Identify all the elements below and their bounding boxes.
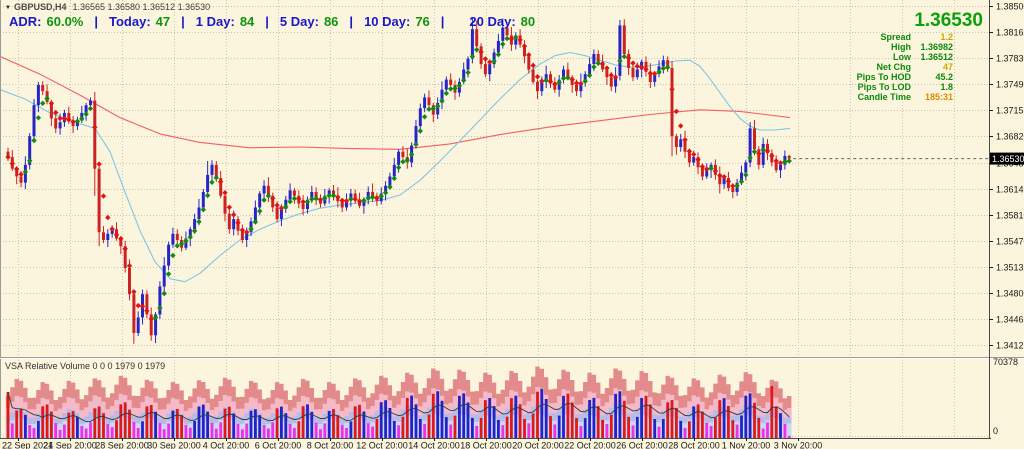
time-axis-label: 26 Oct 20:00 [616, 441, 668, 449]
volume-average-line [7, 391, 790, 423]
price-axis-label: 1.36820 [996, 132, 1024, 142]
time-axis-label: 22 Sep 2021 [2, 441, 53, 449]
price-axis-label: 1.38165 [996, 28, 1024, 38]
price-axis-label: 1.37490 [996, 80, 1024, 90]
quote-row-value: 47 [942, 62, 953, 72]
price-axis-label: 1.34465 [996, 315, 1024, 325]
quote-row-value: 1.8 [940, 82, 953, 92]
adr-item-value: 47 [155, 14, 171, 29]
quote-row-value: 45.2 [935, 72, 953, 82]
current-price-axis-box: 1.36530 [992, 154, 1024, 164]
time-axis-label: 14 Oct 20:00 [408, 441, 460, 449]
current-price-readout: 1.36530 [914, 10, 983, 31]
symbol-dropdown-icon[interactable]: ▼ [5, 5, 11, 11]
ohlc-readout: 1.36565 1.36580 1.36512 1.36530 [72, 2, 211, 12]
time-axis-label: 18 Oct 20:00 [460, 441, 512, 449]
price-axis-label: 1.35470 [996, 237, 1024, 247]
time-axis-label: 22 Oct 20:00 [564, 441, 616, 449]
quote-row-value: 185:31 [924, 92, 953, 102]
adr-separator: | [181, 14, 185, 29]
symbol-title-row: ▼ GBPUSD,H4 1.36565 1.36580 1.36512 1.3653… [5, 2, 210, 12]
adr-item-value: 76 [415, 14, 430, 29]
adr-item-label: 10 Day: [364, 14, 411, 29]
quote-row-value: 1.2 [940, 32, 953, 42]
quote-row: High 1.36982 [783, 42, 953, 52]
price-axis-label: 1.34800 [996, 289, 1024, 299]
adr-item-label: 20 Day: [469, 14, 516, 29]
quote-row-label: Pips To LOD [857, 82, 911, 92]
quote-row-label: Pips To HOD [856, 72, 911, 82]
adr-item-label: Today: [109, 14, 151, 29]
time-axis-label: 3 Nov 20:00 [774, 441, 823, 449]
pane-borders [0, 0, 1024, 439]
adr-item-value: 80 [520, 14, 536, 29]
quote-row: Spread 1.2 [783, 32, 953, 42]
adr-item-value: 60.0% [46, 14, 84, 29]
time-axis-label: 4 Oct 20:00 [203, 441, 250, 449]
time-axis-label: 8 Oct 20:00 [307, 441, 354, 449]
volume-axis-label: 70378 [993, 357, 1018, 367]
adr-item-value: 84 [239, 14, 255, 29]
time-axis-label: 30 Sep 20:00 [147, 441, 201, 449]
price-axis-label: 1.36145 [996, 185, 1024, 195]
price-axis-label: 1.35135 [996, 263, 1024, 273]
time-axis-label: 28 Oct 20:00 [668, 441, 720, 449]
adr-item-label: 5 Day: [279, 14, 319, 29]
price-axis-label: 1.35810 [996, 211, 1024, 221]
time-axis-label: 6 Oct 20:00 [255, 441, 302, 449]
price-axis-label: 1.37830 [996, 54, 1024, 64]
quote-row: Net Chg 47 [783, 62, 954, 72]
adr-item-label: ADR: [9, 14, 42, 29]
time-axis-label: 24 Sep 20:00 [43, 441, 97, 449]
fast-ma-line [0, 51, 791, 283]
quote-row-label: Spread [880, 32, 911, 42]
quote-row: Pips To LOD 1.8 [783, 82, 953, 92]
slow-ma-line [0, 55, 791, 150]
adr-separator: | [94, 14, 99, 29]
volume-axis-label: 0 [993, 426, 998, 436]
candlesticks [6, 17, 791, 344]
quote-row-label: Low [893, 52, 911, 62]
volume-bars [6, 386, 791, 438]
trend-dots [5, 34, 792, 322]
adr-item-value: 86 [323, 14, 339, 29]
adr-item-label: 1 Day: [195, 14, 235, 29]
time-axis-label: 1 Nov 20:00 [722, 441, 771, 449]
time-axis-label: 28 Sep 20:00 [95, 441, 149, 449]
quote-row-label: Candle Time [857, 92, 911, 102]
adr-separator: | [440, 14, 445, 29]
price-axis[interactable]: 1.38500 1.38165 1.37830 1.37490 1.37155 1.368… [989, 2, 1024, 437]
time-axis-label: 20 Oct 20:00 [512, 441, 564, 449]
quote-row-value: 1.36982 [920, 42, 953, 52]
price-axis-label: 1.34125 [996, 341, 1024, 351]
price-axis-label: 1.37155 [996, 106, 1024, 116]
quote-row-value: 1.36512 [920, 52, 953, 62]
grid-lines [0, 0, 989, 438]
adr-separator: | [349, 14, 354, 29]
symbol-title: GBPUSD,H4 [13, 2, 67, 12]
quote-row: Low 1.36512 [783, 52, 953, 62]
quote-info-panel: 1.36530 [914, 11, 983, 30]
adr-indicator-row: ADR: 60.0% | Today: 47 | 1 Day: 84 | 5 Day: 86 | 10 … [9, 14, 546, 30]
quote-row-label: High [891, 42, 911, 52]
quote-row: Pips To HOD 45.2 [783, 72, 953, 82]
quote-info-rows: Spread 1.2 High 1.36982 Low 1.36512 Net Chg 47 P… [783, 32, 953, 102]
adr-separator: | [265, 14, 269, 29]
quote-row: Candle Time 185:31 [783, 92, 953, 102]
quote-row-label: Net Chg [876, 62, 912, 72]
price-axis-label: 1.38500 [996, 2, 1024, 12]
time-axis-label: 12 Oct 20:00 [356, 441, 408, 449]
volume-indicator-label: VSA Relative Volume 0 0 0 1979 0 1979 [5, 361, 166, 371]
